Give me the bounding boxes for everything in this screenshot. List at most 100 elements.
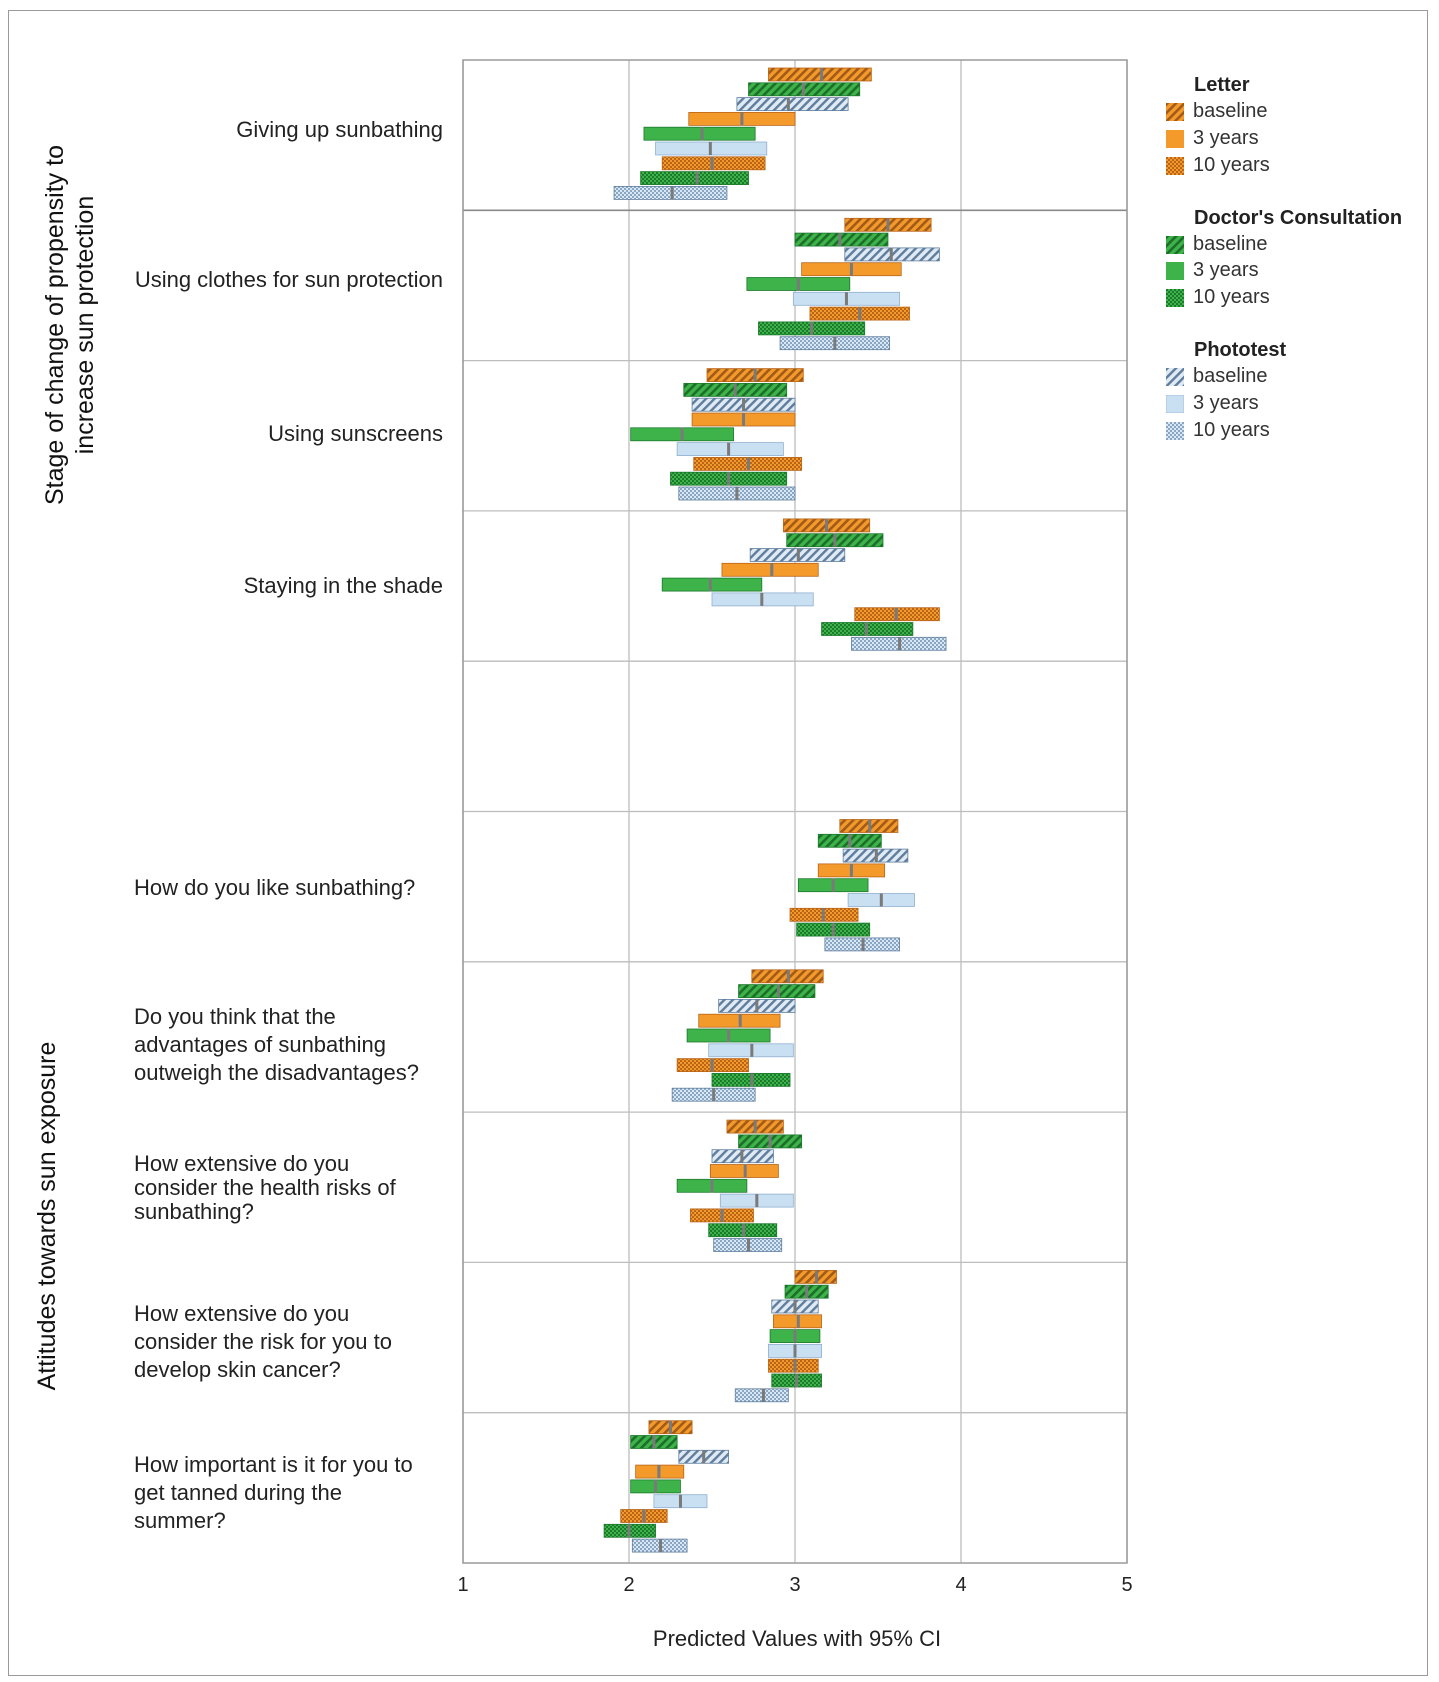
ci-bar-photo-10	[734, 1388, 789, 1403]
predicted-value-marker	[796, 548, 800, 562]
predicted-value-marker	[889, 247, 893, 261]
predicted-value-marker	[627, 1524, 631, 1538]
predicted-value-marker	[708, 578, 712, 592]
predicted-value-marker	[820, 68, 824, 81]
predicted-value-marker	[770, 563, 774, 577]
ci-bar-letter-3	[721, 562, 819, 577]
predicted-value-marker	[760, 592, 764, 606]
legend-swatch-doctor-baseline	[1166, 236, 1184, 254]
legend-swatch-phototest-10-years	[1166, 422, 1184, 440]
legend-swatch-letter-10-years	[1166, 157, 1184, 175]
ci-bar-doctor-baseline	[738, 984, 816, 998]
predicted-value-marker	[727, 1029, 731, 1042]
legend-label: baseline	[1193, 100, 1268, 122]
predicted-value-marker	[657, 1465, 661, 1479]
predicted-value-marker	[849, 863, 853, 877]
legend-swatch-doctor-3-years	[1166, 262, 1184, 280]
predicted-value-marker	[768, 1134, 772, 1148]
predicted-value-marker	[801, 82, 805, 96]
plot-area-border	[462, 59, 1128, 1564]
ci-bar-letter-baseline	[768, 67, 872, 82]
predicted-value-marker	[833, 336, 837, 350]
row-label-tanned: How important is it for you to get tanne…	[134, 1452, 413, 1533]
predicted-value-marker	[740, 1149, 744, 1163]
predicted-value-marker	[796, 277, 800, 291]
row-label-health-risks: How extensive do you consider the health…	[134, 1151, 396, 1224]
predicted-value-marker	[879, 893, 883, 907]
predicted-value-marker	[753, 368, 757, 382]
predicted-value-marker	[805, 1285, 809, 1299]
x-tick-label-2: 2	[623, 1574, 635, 1596]
predicted-value-marker	[642, 1509, 646, 1523]
predicted-value-marker	[858, 307, 862, 321]
predicted-value-marker	[708, 142, 712, 155]
legend-swatch-letter-baseline	[1166, 103, 1184, 121]
predicted-value-marker	[742, 1223, 746, 1237]
predicted-value-marker	[652, 1435, 656, 1449]
legend-swatch-doctor-10-years	[1166, 289, 1184, 307]
predicted-value-marker	[786, 969, 790, 983]
predicted-value-marker	[868, 819, 872, 833]
legend-label: baseline	[1193, 365, 1268, 387]
row-label-advantages: Do you think that the advantages of sunb…	[134, 1004, 419, 1085]
predicted-value-marker	[898, 637, 902, 651]
predicted-value-marker	[678, 1494, 682, 1508]
x-tick-label-4: 4	[955, 1574, 967, 1596]
predicted-value-marker	[793, 1344, 797, 1358]
x-tick-label-3: 3	[789, 1574, 801, 1596]
predicted-value-marker	[793, 1300, 797, 1313]
ci-bar-photo-3	[676, 442, 784, 457]
predicted-value-marker	[786, 97, 790, 111]
x-axis-label: Predicted Values with 95% CI	[652, 1626, 942, 1651]
legend-label: 3 years	[1193, 127, 1259, 149]
legend-label: 10 years	[1193, 286, 1270, 308]
predicted-value-marker	[742, 413, 746, 426]
predicted-value-marker	[849, 262, 853, 276]
legend-title-letter: Letter	[1194, 74, 1250, 96]
legend-title-phototest: Phototest	[1194, 339, 1287, 361]
predicted-value-marker	[755, 1194, 759, 1208]
predicted-value-marker	[864, 622, 868, 636]
legend-swatch-phototest-3-years	[1166, 395, 1184, 413]
legend-label: 3 years	[1193, 392, 1259, 414]
predicted-value-marker	[793, 1359, 797, 1373]
ci-bar-doctor-3	[643, 126, 756, 141]
ci-bar-letter-10	[768, 1358, 819, 1373]
predicted-value-marker	[750, 1073, 754, 1087]
ci-bar-photo-10	[613, 185, 728, 200]
predicted-value-marker	[710, 156, 714, 170]
predicted-value-marker	[742, 398, 746, 412]
predicted-value-marker	[695, 171, 699, 185]
predicted-value-marker	[669, 1420, 672, 1434]
predicted-value-marker	[810, 321, 814, 335]
x-tick-label-5: 5	[1121, 1574, 1133, 1596]
ci-bar-doctor-baseline	[794, 232, 889, 247]
legend-swatch-letter-3-years	[1166, 130, 1184, 148]
predicted-value-marker	[753, 1120, 757, 1134]
row-label-using-clothes: Using clothes for sun protection	[134, 267, 443, 292]
predicted-value-marker	[747, 457, 751, 471]
legend-label: baseline	[1193, 233, 1268, 255]
predicted-value-marker	[831, 878, 835, 892]
x-tick-label-1: 1	[457, 1574, 469, 1596]
predicted-value-marker	[750, 1043, 754, 1057]
legend-label: 10 years	[1193, 419, 1270, 441]
predicted-value-marker	[740, 112, 744, 126]
predicted-value-marker	[710, 1179, 714, 1193]
predicted-value-marker	[874, 849, 878, 863]
predicted-value-marker	[861, 937, 865, 951]
ci-bar-photo-baseline	[736, 97, 849, 111]
predicted-value-marker	[825, 518, 829, 532]
predicted-value-marker	[793, 1329, 797, 1343]
legend-title-doctor: Doctor's Consultation	[1194, 207, 1403, 229]
predicted-value-marker	[795, 1374, 799, 1387]
predicted-value-marker	[894, 607, 898, 621]
predicted-value-marker	[886, 218, 890, 232]
predicted-value-marker	[702, 1450, 706, 1464]
figure-frame	[8, 10, 1428, 1676]
group-title-stage: Stage of change of propensity to increas…	[41, 145, 99, 505]
legend-label: 3 years	[1193, 259, 1259, 281]
predicted-value-marker	[821, 908, 825, 922]
predicted-value-marker	[755, 999, 759, 1013]
